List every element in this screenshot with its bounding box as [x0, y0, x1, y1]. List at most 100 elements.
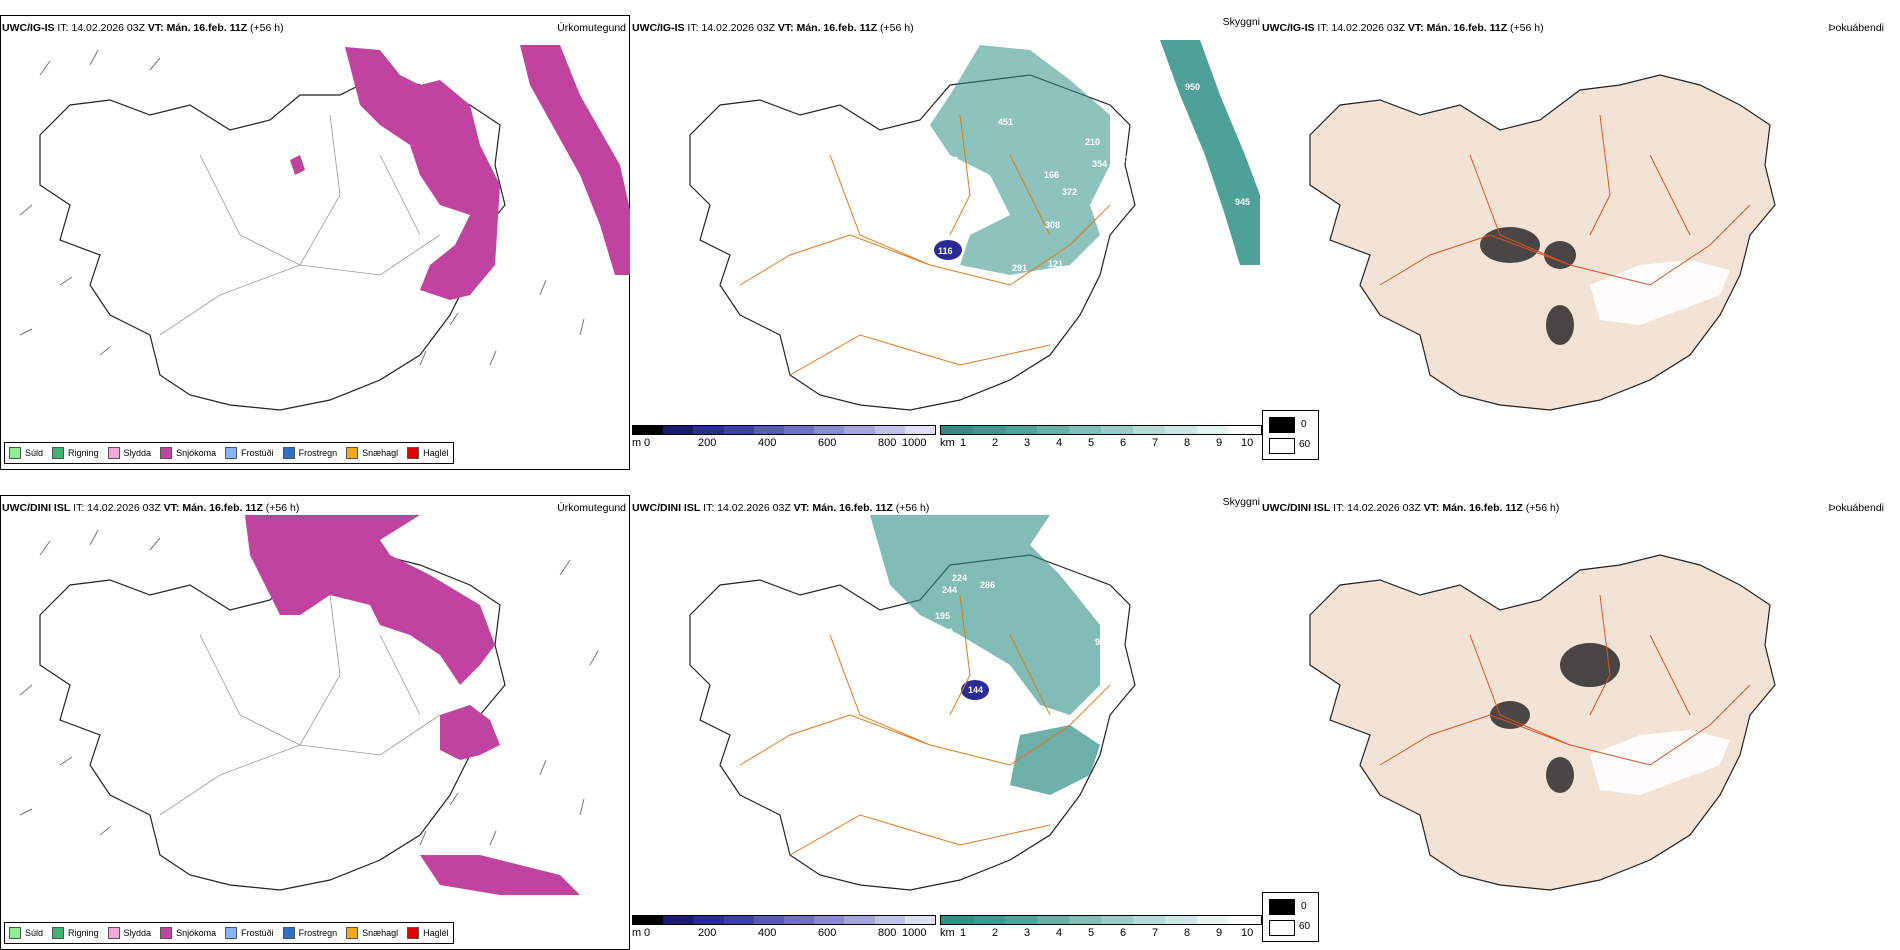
product-name: Úrkomutegund: [557, 502, 626, 514]
snow-area: [345, 47, 500, 300]
roads-gray: [159, 114, 441, 336]
tick-label: 1: [960, 927, 967, 939]
teal-area-south: [1010, 725, 1100, 795]
panel-header: UWC/DINI ISL IT: 14.02.2026 03Z VT: Mán.…: [2, 502, 300, 514]
fog-index-map: [1309, 554, 1776, 891]
legend-item: Snæhagl: [346, 447, 398, 459]
tick-label: 4: [1056, 927, 1063, 939]
tick-label: 3: [1024, 437, 1031, 449]
precip-type-legend: Súld Rigning Slydda Snjókoma Frostúði Fr…: [4, 922, 454, 944]
legend-high: 60: [1299, 921, 1311, 932]
legend-item: Frostúði: [225, 927, 274, 939]
roads-orange: [739, 114, 1111, 376]
snow-patch-coast: [420, 855, 580, 895]
tick-label: 200: [698, 437, 717, 449]
panel-header: UWC/IG-IS IT: 14.02.2026 03Z VT: Mán. 16…: [632, 22, 914, 34]
visibility-colorbar-top: [940, 425, 1262, 435]
tick-label: 10: [1241, 927, 1254, 939]
tick-label: 9: [1216, 437, 1223, 449]
tick-label: 8: [1184, 437, 1191, 449]
tick-label: 200: [698, 927, 717, 939]
legend-low: 0: [1301, 419, 1307, 430]
snow-patch-south: [440, 705, 500, 760]
roads-gray: [159, 594, 441, 816]
vis-value-label: 98: [938, 172, 948, 182]
visibility-map: 565 244 920 425 195 269 144 224 286 244 …: [689, 515, 1136, 891]
unit-label: m: [632, 927, 642, 939]
iceland-land: [1309, 554, 1776, 891]
tick-label: 1000: [902, 437, 927, 449]
tick-label: 400: [758, 437, 777, 449]
panel-top-fog-index: UWC/IG-IS IT: 14.02.2026 03Z VT: Mán. 16…: [1260, 10, 1890, 470]
fog-legend-top: 0 60: [1262, 410, 1319, 460]
tick-label: 600: [818, 927, 837, 939]
legend-low: 0: [1301, 901, 1307, 912]
product-name: Skyggni: [1222, 16, 1260, 28]
panel-header: UWC/DINI ISL IT: 14.02.2026 03Z VT: Mán.…: [632, 502, 930, 514]
panel-header: UWC/DINI ISL IT: 14.02.2026 03Z VT: Mán.…: [1262, 502, 1560, 514]
visibility-colorbar-bottom: [940, 915, 1262, 925]
legend-item: Haglél: [407, 447, 449, 459]
vis-value-label: 210: [1085, 137, 1100, 147]
product-name: Þokuábendi: [1828, 502, 1884, 514]
vis-value-label: 308: [1045, 220, 1060, 230]
unit-label: km: [940, 437, 955, 449]
tick-label: 800: [878, 437, 897, 449]
legend-item: Snæhagl: [346, 927, 398, 939]
fog-dark-patches: [1490, 643, 1620, 793]
precip-type-map: [19, 45, 630, 411]
product-name: Þokuábendi: [1828, 22, 1884, 34]
legend-item: Súld: [9, 927, 43, 939]
tick-label: 4: [1056, 437, 1063, 449]
vis-value-label: 451: [998, 117, 1013, 127]
vis-value-label: 425: [1108, 747, 1123, 757]
tick-label: 1000: [902, 927, 927, 939]
fog-legend-swatch-dark: [1269, 899, 1295, 915]
legend-item: Rigning: [52, 927, 99, 939]
vis-value-label: 244: [1085, 600, 1100, 610]
vis-value-label: 166: [1044, 170, 1059, 180]
product-name: Úrkomutegund: [557, 22, 626, 34]
tick-label: 800: [878, 927, 897, 939]
roads-red: [1379, 114, 1751, 286]
tick-label: 9: [1216, 927, 1223, 939]
fog-legend-bottom: 0 60: [1262, 892, 1319, 942]
vis-value-label: 244: [942, 585, 957, 595]
legend-item: Snjókoma: [160, 927, 216, 939]
vis-value-label: 920: [1095, 637, 1110, 647]
vis-value-label: 224: [952, 573, 967, 583]
vis-value-label: 121: [944, 155, 959, 165]
fog-legend-swatch-light: [1269, 438, 1295, 454]
tick-label: 6: [1120, 437, 1127, 449]
tick-label: 5: [1088, 437, 1095, 449]
snow-area: [245, 515, 495, 685]
fog-white-area: [1590, 730, 1730, 795]
tick-label: 0: [644, 927, 651, 939]
tick-label: 8: [1184, 927, 1191, 939]
vis-value-label: 121: [1048, 259, 1063, 269]
vis-value-label: 81: [778, 552, 788, 562]
legend-item: Rigning: [52, 447, 99, 459]
tick-label: 5: [1088, 927, 1095, 939]
vis-value-label: 122: [1125, 154, 1140, 164]
legend-item: Slydda: [107, 927, 151, 939]
teal-visibility-area: [870, 515, 1100, 715]
unit-label: m: [632, 437, 642, 449]
legend-item: Frostregn: [282, 447, 337, 459]
fog-dark-patches: [1480, 227, 1576, 345]
vis-value-label: 131: [1110, 264, 1125, 274]
tick-label: 2: [992, 437, 999, 449]
panel-header: UWC/IG-IS IT: 14.02.2026 03Z VT: Mán. 16…: [2, 22, 284, 34]
vis-value-label: 195: [935, 611, 950, 621]
vis-value-label: 269: [938, 627, 953, 637]
unit-label: km: [940, 927, 955, 939]
roads-orange: [739, 594, 1111, 856]
panel-bottom-fog-index: UWC/DINI ISL IT: 14.02.2026 03Z VT: Mán.…: [1260, 490, 1890, 950]
legend-item: Frostúði: [225, 447, 274, 459]
cloud-base-colorbar-bottom: [632, 915, 936, 925]
vis-value-label: 286: [980, 580, 995, 590]
precip-type-legend: Súld Rigning Slydda Snjókoma Frostúði Fr…: [4, 442, 454, 464]
teal-band-east: [1160, 40, 1260, 265]
fog-white-area: [1590, 260, 1730, 325]
vis-value-label: 116: [938, 246, 953, 256]
